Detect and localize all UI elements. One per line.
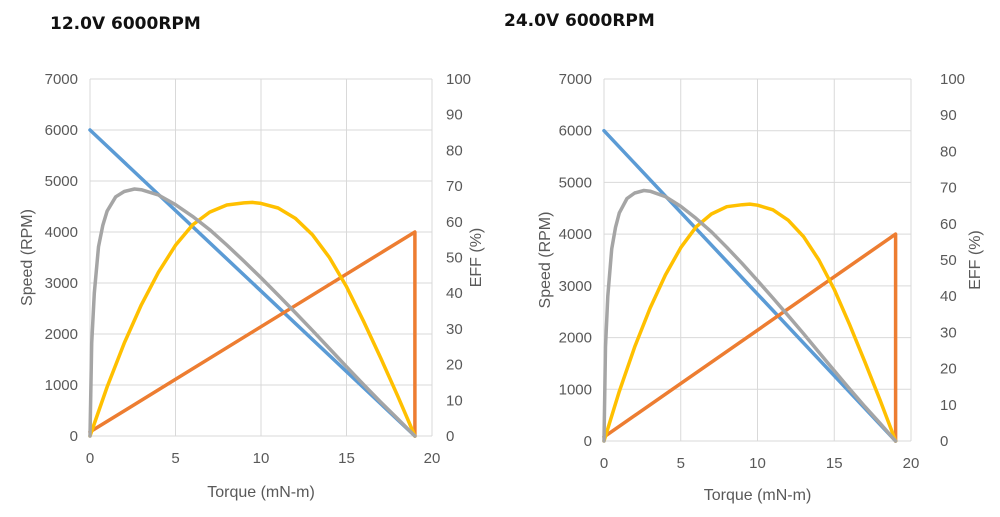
x-axis-label: Torque (mN-m) bbox=[207, 484, 315, 501]
chart-svg-24v: 0100020003000400050006000700001020304050… bbox=[537, 71, 984, 504]
series-line-efficiency bbox=[602, 188, 898, 443]
y2-tick-label: 100 bbox=[940, 71, 965, 88]
y-tick-label: 7000 bbox=[45, 71, 78, 88]
series-line-output bbox=[88, 200, 417, 438]
y2-tick-label: 0 bbox=[940, 433, 948, 450]
y-tick-label: 5000 bbox=[45, 173, 78, 190]
x-tick-label: 5 bbox=[677, 455, 685, 472]
y-tick-label: 1000 bbox=[45, 377, 78, 394]
y-tick-label: 3000 bbox=[559, 278, 592, 295]
y2-tick-label: 40 bbox=[940, 288, 957, 305]
y-tick-label: 4000 bbox=[45, 224, 78, 241]
x-tick-label: 10 bbox=[749, 455, 766, 472]
y2-tick-label: 90 bbox=[446, 107, 463, 124]
series-line-efficiency bbox=[88, 187, 417, 438]
y-tick-label: 0 bbox=[70, 428, 78, 445]
chart-panel-12v: 12.0V 6000RPM 0 1000 2000 3000 4000 5000 6000 7… bbox=[19, 14, 485, 501]
y-tick-label: 1000 bbox=[559, 381, 592, 398]
x-tick-label: 15 bbox=[826, 455, 843, 472]
chart-svg-12v: 0100020003000400050006000700001020304050… bbox=[19, 71, 485, 501]
y2-tick-label: 40 bbox=[446, 285, 463, 302]
x-axis-label: Torque (mN-m) bbox=[704, 487, 812, 504]
y-tick-label: 0 bbox=[584, 433, 592, 450]
x-tick-label: 15 bbox=[338, 450, 355, 467]
chart-title: 12.0V 6000RPM bbox=[50, 14, 201, 34]
x-tick-label: 0 bbox=[86, 450, 94, 467]
y2-axis-label: EFF (%) bbox=[468, 228, 485, 288]
series-line-speed bbox=[88, 128, 417, 438]
y2-tick-label: 0 bbox=[446, 428, 454, 445]
y-tick-label: 5000 bbox=[559, 174, 592, 191]
y2-tick-label: 50 bbox=[940, 252, 957, 269]
y2-tick-label: 70 bbox=[940, 180, 957, 197]
y2-tick-label: 70 bbox=[446, 178, 463, 195]
y2-tick-label: 100 bbox=[446, 71, 471, 88]
y2-tick-label: 50 bbox=[446, 250, 463, 267]
x-tick-label: 10 bbox=[253, 450, 270, 467]
series-line-current bbox=[602, 232, 898, 443]
y-tick-label: 3000 bbox=[45, 275, 78, 292]
y2-tick-label: 90 bbox=[940, 107, 957, 124]
y2-tick-label: 60 bbox=[940, 216, 957, 233]
y2-axis-label: EFF (%) bbox=[967, 230, 984, 290]
y2-tick-label: 20 bbox=[446, 357, 463, 374]
y-tick-label: 7000 bbox=[559, 71, 592, 88]
x-tick-label: 5 bbox=[171, 450, 179, 467]
y2-tick-label: 30 bbox=[940, 324, 957, 341]
y2-tick-label: 80 bbox=[940, 143, 957, 160]
y-tick-label: 6000 bbox=[559, 123, 592, 140]
x-tick-label: 20 bbox=[903, 455, 920, 472]
series-line-current bbox=[88, 230, 417, 438]
y2-tick-label: 20 bbox=[940, 361, 957, 378]
y-axis-label: Speed (RPM) bbox=[19, 209, 36, 306]
x-tick-label: 0 bbox=[600, 455, 608, 472]
y-tick-label: 6000 bbox=[45, 122, 78, 139]
series-line-speed bbox=[602, 128, 898, 443]
y-tick-label: 2000 bbox=[45, 326, 78, 343]
y2-tick-label: 10 bbox=[446, 392, 463, 409]
y2-tick-label: 10 bbox=[940, 397, 957, 414]
y-tick-label: 4000 bbox=[559, 226, 592, 243]
y-tick-label: 2000 bbox=[559, 330, 592, 347]
y-axis-label: Speed (RPM) bbox=[537, 212, 554, 309]
y2-tick-label: 60 bbox=[446, 214, 463, 231]
x-tick-label: 20 bbox=[424, 450, 441, 467]
chart-panel-24v: 24.0V 6000RPM 0 1000 2000 3000 4000 5000 6000 7… bbox=[500, 0, 1000, 517]
y2-tick-label: 30 bbox=[446, 321, 463, 338]
chart-title: 24.0V 6000RPM bbox=[504, 11, 655, 31]
y2-tick-label: 80 bbox=[446, 142, 463, 159]
series-line-output bbox=[602, 202, 898, 443]
